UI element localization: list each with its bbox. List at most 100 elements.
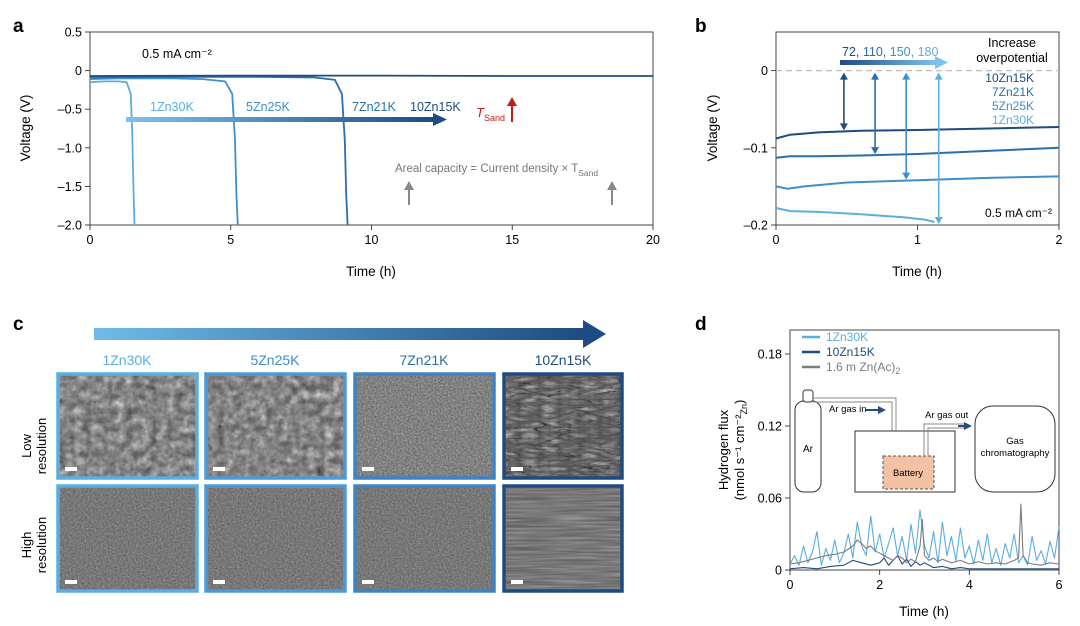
panel-a-gradient-arrow-head (433, 113, 447, 126)
panel-b-gradient-arrow-bar (840, 60, 936, 65)
micrograph-1zn30k-low-border (56, 372, 199, 480)
panel-a-xtick-label-0: 0 (87, 233, 94, 247)
micrograph-7zn21k-low-scale-bar (362, 467, 374, 471)
micrograph-5zn25k-low (206, 374, 345, 478)
panel-a-ytick-label-3: –1.0 (58, 141, 82, 155)
panel-c-row-high-line1: High (19, 532, 34, 559)
panel-letter-c: c (13, 314, 24, 335)
panel-b-legend-1zn30k: 1Zn30K (992, 113, 1034, 127)
panel-d-legend-znac-main: 1.6 m Zn(Ac) (826, 360, 895, 374)
panel-b-value-72: 72 (842, 45, 856, 59)
panel-d-ylabel-sub: Zn (739, 404, 749, 415)
panel-b-series-5zn25k (775, 175, 1060, 190)
panel-b-series-1zn30k (775, 207, 935, 223)
inset-gc-box (974, 405, 1056, 493)
panel-a-tsand-main: T (476, 105, 485, 120)
panel-b-overpotential-arrow-1zn30k-head-top (934, 72, 943, 80)
panel-c-label-5zn25k: 5Zn25K (250, 352, 300, 368)
panel-b-legend-7zn21k: 7Zn21K (992, 85, 1034, 99)
panel-d-legend-znac: 1.6 m Zn(Ac)2 (826, 360, 900, 376)
panel-b-overpotential-arrow-1zn30k-head-bottom (934, 217, 943, 224)
panel-b-xlabel: Time (h) (892, 264, 942, 279)
panel-d-xtick-label-0: 0 (787, 578, 794, 592)
panel-b-sep-3: , (911, 45, 918, 59)
panel-a-ylabel: Voltage (V) (18, 95, 33, 162)
panel-b-overpotential-arrow-5zn25k-head-top (902, 72, 911, 80)
panel-a-label-10zn15k: 10Zn15K (410, 100, 461, 114)
panel-a-marker-arrow-2-head (607, 181, 617, 190)
inset-ar-gas-in: Ar gas in (829, 404, 867, 415)
panel-b-xtick-label-0: 0 (773, 233, 780, 247)
panel-c-row-label-high: Highresolution (19, 517, 49, 573)
panel-a-marker-arrow-1-head (404, 181, 414, 190)
panel-b-overpotential-arrow-7zn21k-head-bottom (871, 147, 880, 155)
panel-c-label-1zn30k: 1Zn30K (102, 352, 152, 368)
inset-ar-label: Ar (803, 444, 814, 455)
panel-letter-d: d (695, 314, 707, 335)
panel-c-label-7zn21k: 7Zn21K (399, 352, 449, 368)
panel-b-series-7zn21k (775, 146, 1060, 159)
panel-c-gradient-arrow-head (583, 320, 606, 348)
panel-b-xtick-label-1: 1 (914, 233, 921, 247)
panel-d-xtick-label-2: 4 (966, 578, 973, 592)
inset-gc-label-line2: chromatography (981, 448, 1050, 459)
panel-c-row-low-line2: resolution (34, 418, 49, 474)
panel-a-areal-capacity-main: Areal capacity = Current density × T (395, 163, 578, 175)
panel-b-overpotential-arrow-7zn21k-head-top (871, 72, 880, 80)
panel-a-ytick-label-5: –2.0 (58, 219, 82, 233)
panel-c-gradient-arrow-bar (94, 328, 584, 340)
micrograph-10zn15k-high-border (502, 484, 624, 593)
panel-b-overpotential-arrow-10zn15k-head-top (839, 72, 848, 80)
panel-a-tsand: TSand (476, 105, 505, 123)
micrograph-7zn21k-high-scale-bar (362, 580, 374, 584)
micrograph-5zn25k-low-border (204, 372, 347, 480)
panel-b-overpotential-arrow-5zn25k-head-bottom (902, 172, 911, 180)
panel-a-series-7zn21k (89, 75, 349, 226)
micrograph-7zn21k-high-border (353, 484, 496, 593)
panel-b-value-110: 110 (863, 45, 883, 59)
panel-b-legend-10zn15k: 10Zn15K (985, 71, 1034, 85)
panel-d-ytick-label-1: 0.06 (758, 492, 782, 506)
panel-b-current-density: 0.5 mA cm⁻² (985, 206, 1052, 220)
panel-a-xtick-label-4: 20 (646, 233, 660, 247)
panel-c-micrographs: 1Zn30K 5Zn25K 7Zn21K 10Zn15K Lowresoluti… (19, 320, 624, 593)
panel-d-series-10zn15k (789, 555, 1059, 570)
inset-gc-label-line1: Gas (1006, 436, 1024, 447)
panel-a-gradient-arrow-bar (126, 117, 434, 122)
micrograph-10zn15k-low-scale-bar (511, 467, 523, 471)
panel-a-ytick-label-1: 0 (75, 64, 82, 78)
panel-d-xtick-label-3: 6 (1056, 578, 1063, 592)
panel-b-xtick-label-2: 2 (1056, 233, 1063, 247)
micrograph-1zn30k-high-scale-bar (65, 580, 77, 584)
panel-c-row-high-line2: resolution (34, 517, 49, 573)
panel-a-current-density: 0.5 mA cm⁻² (142, 47, 212, 61)
panel-a-label-7zn21k: 7Zn21K (352, 100, 396, 114)
panel-c-label-10zn15k: 10Zn15K (535, 352, 592, 368)
panel-b-sep-2: , (883, 45, 890, 59)
micrograph-7zn21k-low-border (353, 372, 496, 480)
panel-a-chart: 0 5 10 15 20 0.5 0 –0.5 –1.0 –1.5 –2.0 Time (h) Vo… (18, 26, 660, 280)
panel-a-series-5zn25k (89, 77, 239, 226)
panel-b-chart: 0 1 20–0.1–0.2 72, 110, 150, 180 Increase … (705, 31, 1063, 279)
panel-d-frame (789, 329, 1060, 571)
panel-b-ylabel: Voltage (V) (705, 95, 720, 162)
panel-b-value-150: 150 (890, 45, 911, 59)
micrograph-10zn15k-high-scale-bar (511, 580, 523, 584)
panel-b-value-180: 180 (918, 45, 939, 59)
panel-a-label-1zn30k: 1Zn30K (150, 100, 194, 114)
panel-b-gradient-arrow-head (935, 56, 948, 69)
panel-b-overpotential-arrow-10zn15k-head-bottom (839, 123, 848, 131)
panel-b-legend-5zn25k: 5Zn25K (992, 99, 1034, 113)
inset-pipe-out-inner (927, 427, 966, 456)
micrograph-1zn30k-high-border (56, 484, 199, 593)
micrograph-10zn15k-high (504, 486, 622, 591)
panel-d-inset-schematic: Ar Ar gas in Battery Ar gas out Gas chro… (794, 389, 1056, 493)
panel-d-xlabel: Time (h) (899, 604, 949, 619)
micrograph-10zn15k-low-border (502, 372, 624, 480)
panel-b-ytick-label-0: 0 (761, 64, 768, 78)
panel-d-ytick-label-2: 0.12 (758, 420, 782, 434)
panel-a-ytick-label-4: –1.5 (58, 180, 82, 194)
panel-d-legend-znac-sub: 2 (895, 366, 900, 376)
inset-gas-out-arrow-head (964, 422, 972, 430)
